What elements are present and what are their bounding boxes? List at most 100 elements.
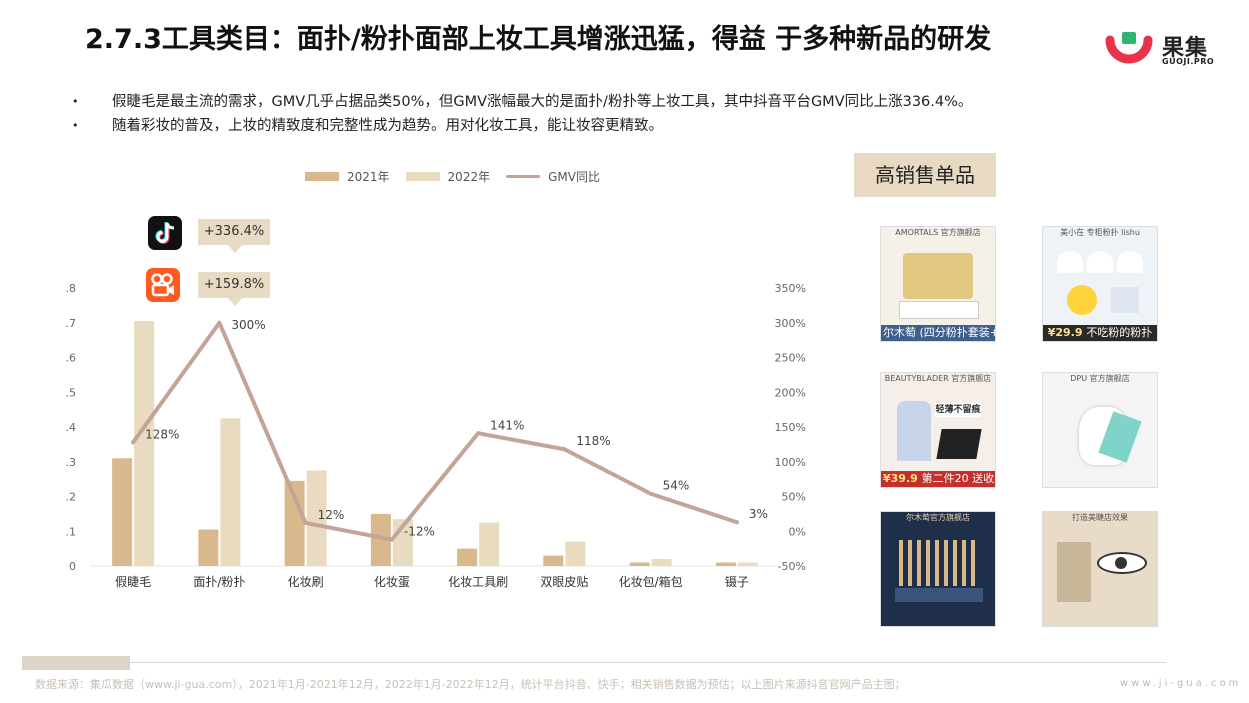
kuaishou-camera-icon bbox=[151, 273, 174, 297]
bar-2022 bbox=[220, 418, 241, 566]
bar-2021 bbox=[112, 458, 133, 566]
product-caption: 尔木萄 (四分粉扑套装+100分粉扑套装) bbox=[881, 325, 995, 341]
product-store-name: BEAUTYBLADER 官方旗舰店 bbox=[884, 374, 992, 383]
product-image bbox=[895, 249, 981, 319]
footer-divider bbox=[130, 662, 1166, 663]
tiktok-music-note-icon bbox=[155, 222, 175, 244]
gmv-yoy-point bbox=[303, 520, 308, 525]
left-axis-tick-label: .2 bbox=[66, 491, 77, 504]
right-axis-tick-label: 300% bbox=[775, 317, 806, 330]
product-store-name: 尔木萄官方旗舰店 bbox=[906, 513, 970, 522]
legend-swatch-2021 bbox=[305, 172, 339, 181]
bar-2022 bbox=[306, 470, 327, 566]
left-axis-tick-label: .6 bbox=[66, 352, 77, 365]
left-axis-tick-label: .1 bbox=[66, 525, 77, 538]
logo-text: 果集 bbox=[1162, 36, 1209, 61]
bar-2021 bbox=[629, 562, 650, 566]
page-title: 2.7.3工具类目：面扑/粉扑面部上妆工具增涨迅猛，得益 于多种新品的研发 bbox=[85, 24, 992, 55]
bar-2021 bbox=[284, 480, 305, 566]
gmv-yoy-data-label: 141% bbox=[490, 418, 524, 432]
kuaishou-app-icon bbox=[146, 268, 180, 302]
brand-logo: 果集 GUOJI.PRO bbox=[1104, 30, 1224, 70]
bar-2022 bbox=[565, 541, 586, 566]
product-image bbox=[1057, 534, 1147, 602]
gmv-yoy-data-label: 118% bbox=[576, 434, 610, 448]
legend-label-gmv: GMV同比 bbox=[548, 170, 600, 184]
category-tick-label: 化妆蛋 bbox=[374, 575, 410, 589]
product-card: DPU 官方旗舰店 bbox=[1042, 372, 1158, 488]
product-card: 打造美睫店效果 bbox=[1042, 511, 1158, 627]
right-axis-tick-label: 200% bbox=[775, 386, 806, 399]
gmv-yoy-point bbox=[389, 537, 394, 542]
bar-2021 bbox=[370, 513, 391, 566]
gmv-yoy-point bbox=[734, 520, 739, 525]
gmv-yoy-data-label: 12% bbox=[318, 508, 345, 522]
product-caption-text: 尔木萄 (四分粉扑套装+100分粉扑套装) bbox=[883, 326, 995, 339]
left-axis-tick-label: .5 bbox=[66, 386, 77, 399]
bar-2022 bbox=[479, 522, 500, 566]
product-image bbox=[895, 534, 983, 602]
gmv-yoy-point bbox=[476, 431, 481, 436]
product-store-name: 打造美睫店效果 bbox=[1072, 513, 1128, 522]
gmv-yoy-data-label: -12% bbox=[404, 525, 435, 539]
product-store-name: DPU 官方旗舰店 bbox=[1070, 374, 1130, 383]
category-tick-label: 镊子 bbox=[725, 575, 749, 589]
gmv-chart: 0 .1 .2 .3 .4 .5 .6 .7 .8 -50% 0% 50% 100% 150% 200% 25… bbox=[66, 282, 807, 589]
bar-2022 bbox=[737, 562, 758, 566]
right-axis-tick-label: 100% bbox=[775, 456, 806, 469]
bar-2022 bbox=[651, 559, 672, 566]
bullet-item: 假睫毛是最主流的需求，GMV几乎占据品类50%，但GMV涨幅最大的是面扑/粉扑等… bbox=[72, 90, 1182, 114]
product-caption: ¥39.9 第二件20 送收纳盒 bbox=[881, 471, 995, 487]
gmv-yoy-point bbox=[217, 320, 222, 325]
product-caption: ¥29.9 不吃粉的粉扑 bbox=[1043, 325, 1157, 341]
left-axis-tick-label: .8 bbox=[66, 282, 77, 295]
kuaishou-growth-callout: +159.8% bbox=[198, 272, 270, 306]
gmv-yoy-point bbox=[562, 447, 567, 452]
footer-accent-bar bbox=[22, 656, 130, 670]
footer-url: www.ji-gua.com bbox=[1120, 678, 1242, 689]
bullet-item: 随着彩妆的普及，上妆的精致度和完整性成为趋势。用对化妆工具，能让妆容更精致。 bbox=[72, 114, 1182, 138]
category-tick-label: 化妆刷 bbox=[288, 575, 324, 589]
douyin-app-icon bbox=[148, 216, 182, 250]
products-panel-title: 高销售单品 bbox=[854, 153, 996, 197]
right-axis-tick-label: 250% bbox=[775, 352, 806, 365]
bar-2021 bbox=[543, 555, 564, 566]
left-axis-tick-label: .3 bbox=[66, 456, 77, 469]
right-axis-tick-label: 350% bbox=[775, 282, 806, 295]
category-tick-label: 双眼皮贴 bbox=[540, 575, 588, 589]
douyin-growth-callout: +336.4% bbox=[198, 219, 270, 253]
chart-legend: 2021年 2022年 GMV同比 bbox=[305, 168, 608, 185]
product-image bbox=[1057, 395, 1143, 465]
left-axis-tick-label: 0 bbox=[69, 560, 76, 573]
gmv-yoy-data-label: 128% bbox=[145, 427, 179, 441]
product-price: ¥39.9 bbox=[883, 472, 922, 485]
legend-label-2021: 2021年 bbox=[347, 170, 390, 184]
category-tick-label: 化妆工具刷 bbox=[448, 575, 508, 589]
right-axis-tick-label: 150% bbox=[775, 421, 806, 434]
right-axis-tick-label: -50% bbox=[778, 560, 806, 573]
bar-2021 bbox=[457, 548, 478, 566]
product-store-name: AMORTALS 官方旗舰店 bbox=[895, 228, 981, 237]
gmv-yoy-point bbox=[648, 491, 653, 496]
left-axis-tick-label: .7 bbox=[66, 317, 77, 330]
product-price: ¥29.9 bbox=[1047, 326, 1087, 339]
product-image bbox=[1057, 249, 1143, 315]
bar-2021 bbox=[198, 529, 219, 566]
right-axis-tick-label: 0% bbox=[789, 525, 806, 538]
bar-2022 bbox=[134, 321, 155, 566]
legend-line-gmv bbox=[506, 175, 541, 178]
category-tick-label: 化妆包/箱包 bbox=[619, 574, 683, 589]
product-caption-text: 不吃粉的粉扑 bbox=[1086, 326, 1153, 339]
bullet-list: 假睫毛是最主流的需求，GMV几乎占据品类50%，但GMV涨幅最大的是面扑/粉扑等… bbox=[72, 90, 1182, 138]
bar-2021 bbox=[715, 562, 736, 566]
product-image: 轻薄不留痕 bbox=[895, 395, 982, 461]
legend-swatch-2022 bbox=[405, 172, 440, 181]
data-source-note: 数据来源：集瓜数据（www.ji-gua.com），2021年1月-2021年1… bbox=[35, 678, 906, 691]
product-store-name: 美小在 专柜粉扑 lishu bbox=[1060, 228, 1140, 237]
gmv-yoy-data-label: 3% bbox=[749, 507, 768, 521]
product-caption-text: 第二件20 送收纳盒 bbox=[921, 472, 995, 485]
category-tick-label: 假睫毛 bbox=[115, 575, 151, 589]
product-card: 尔木萄官方旗舰店 bbox=[880, 511, 996, 627]
gmv-yoy-line bbox=[131, 320, 739, 542]
